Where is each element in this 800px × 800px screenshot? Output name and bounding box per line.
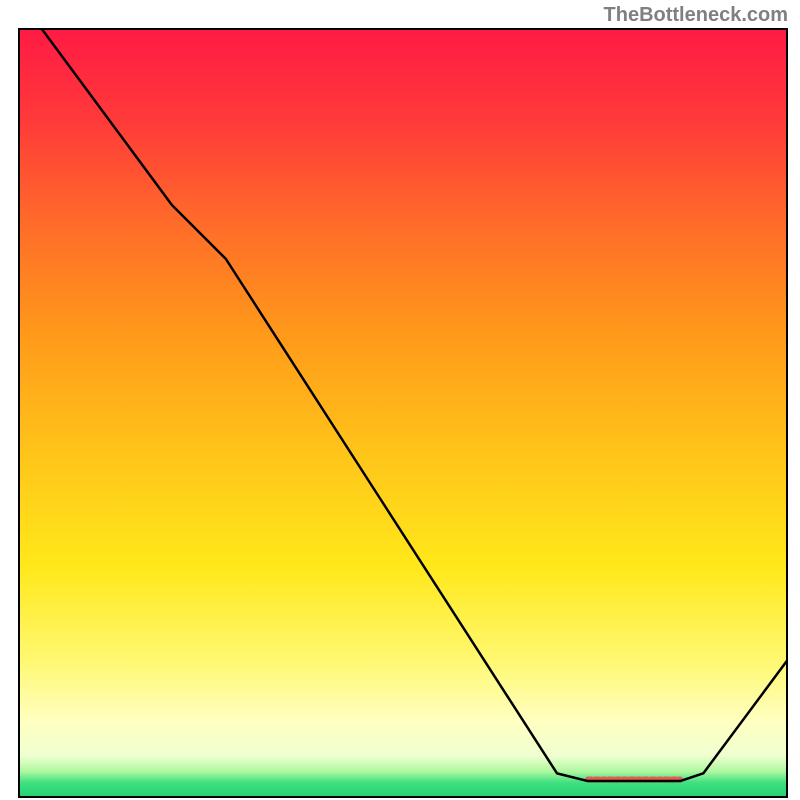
watermark-text: TheBottleneck.com (604, 4, 788, 27)
chart-container: TheBottleneck.com (0, 0, 800, 800)
chart-svg (18, 28, 788, 798)
plot-area (18, 28, 788, 798)
chart-background (18, 28, 788, 798)
